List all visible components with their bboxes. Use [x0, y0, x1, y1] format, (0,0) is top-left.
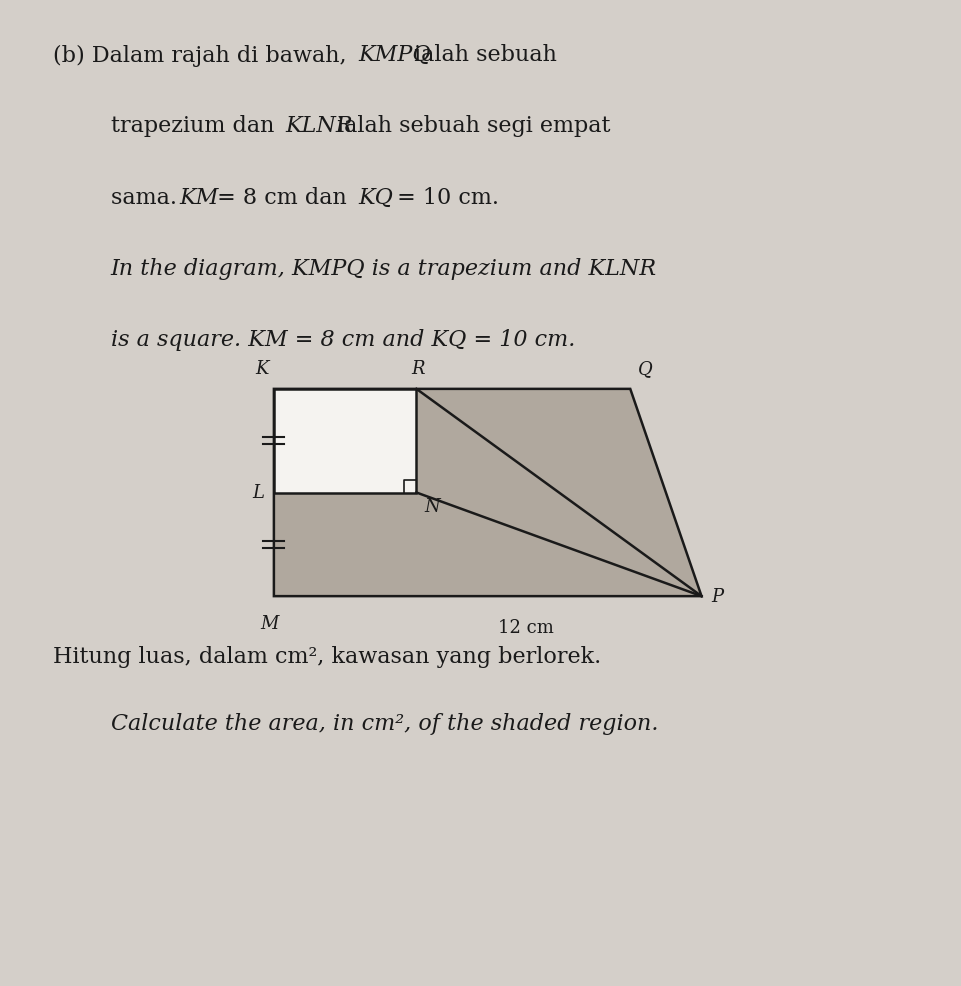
Text: = 8 cm dan: = 8 cm dan: [210, 186, 355, 208]
Text: Q: Q: [638, 360, 653, 378]
Text: 12 cm: 12 cm: [498, 618, 554, 636]
Text: P: P: [711, 588, 724, 605]
Text: KM: KM: [180, 186, 219, 208]
Text: sama.: sama.: [111, 186, 184, 208]
Text: N: N: [424, 498, 440, 516]
Text: L: L: [253, 484, 264, 502]
Text: KLNR: KLNR: [285, 115, 353, 137]
Text: K: K: [256, 360, 269, 378]
Text: ialah sebuah: ialah sebuah: [407, 44, 556, 66]
Polygon shape: [274, 389, 416, 493]
Text: Calculate the area, in cm², of the shaded region.: Calculate the area, in cm², of the shade…: [111, 712, 658, 734]
Text: is a square. KM = 8 cm and KQ = 10 cm.: is a square. KM = 8 cm and KQ = 10 cm.: [111, 328, 575, 350]
Text: In the diagram, KMPQ is a trapezium and KLNR: In the diagram, KMPQ is a trapezium and …: [111, 257, 656, 279]
Text: R: R: [411, 360, 425, 378]
Text: = 10 cm.: = 10 cm.: [390, 186, 499, 208]
Text: (b) Dalam rajah di bawah,: (b) Dalam rajah di bawah,: [53, 44, 354, 66]
Text: KQ: KQ: [358, 186, 393, 208]
Text: ialah sebuah segi empat: ialah sebuah segi empat: [330, 115, 610, 137]
Text: Hitung luas, dalam cm², kawasan yang berlorek.: Hitung luas, dalam cm², kawasan yang ber…: [53, 646, 601, 668]
Text: trapezium dan: trapezium dan: [111, 115, 281, 137]
Polygon shape: [274, 389, 702, 597]
Text: KMPQ: KMPQ: [358, 44, 431, 66]
Text: M: M: [259, 614, 279, 632]
